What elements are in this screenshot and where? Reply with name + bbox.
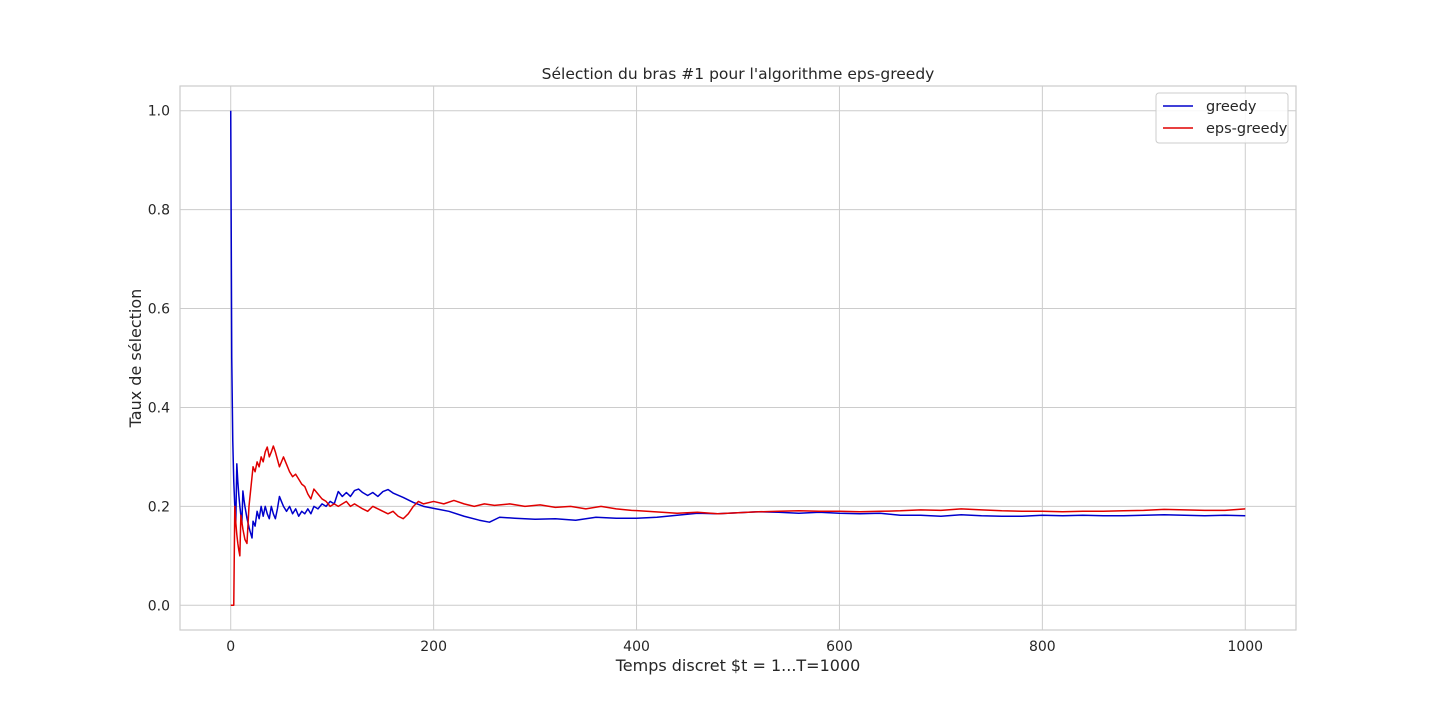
series-lines [229,110,1246,607]
grid [180,86,1296,630]
legend-label-greedy: greedy [1206,99,1257,115]
legend: greedy eps-greedy [1155,92,1289,144]
series-line-eps-greedy [230,445,1246,607]
x-tick-label: 800 [1029,639,1056,655]
chart-title: Sélection du bras #1 pour l'algorithme e… [542,65,935,83]
legend-label-eps-greedy: eps-greedy [1206,121,1288,137]
plot-area [180,86,1296,630]
y-tick-label: 0.4 [148,400,170,416]
y-tick-label: 0.2 [148,499,170,515]
x-tick-label: 600 [826,639,853,655]
y-tick-label: 0.0 [148,598,170,614]
plot-frame [179,85,1297,631]
y-tick-label: 0.6 [148,302,170,318]
y-tick-label: 0.8 [148,203,170,219]
y-axis-label: Taux de sélection [126,289,145,429]
x-tick-label: 1000 [1227,639,1263,655]
series-line-greedy [229,110,1246,539]
y-tick-label: 1.0 [148,104,170,120]
x-tick-label: 200 [420,639,447,655]
y-tick-labels: 0.0 0.2 0.4 0.6 0.8 1.0 [148,104,170,615]
x-axis-label: Temps discret $t = 1...T=1000 [615,656,861,675]
x-tick-labels: 0 200 400 600 800 1000 [226,639,1263,655]
x-tick-label: 0 [226,639,235,655]
x-tick-label: 400 [623,639,650,655]
